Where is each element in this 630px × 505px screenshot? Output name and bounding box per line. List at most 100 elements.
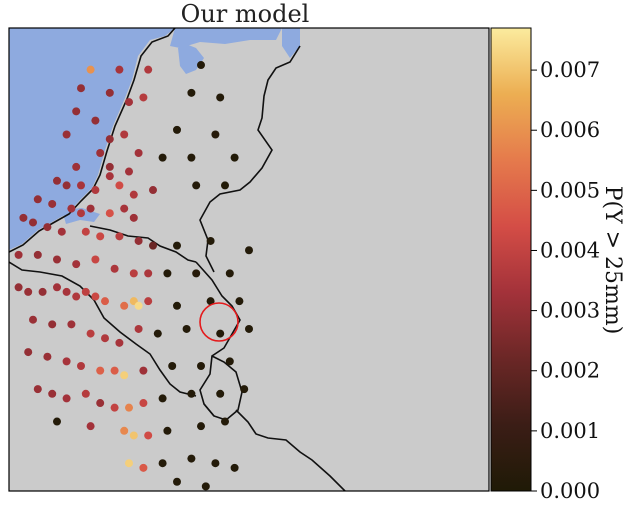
station-point — [110, 403, 119, 412]
station-point — [129, 213, 138, 222]
colorbar-label: P(Y > 25mm) — [600, 186, 625, 335]
station-point — [53, 417, 61, 426]
station-point — [129, 190, 138, 199]
border-lux — [203, 355, 243, 421]
station-point — [77, 209, 85, 218]
colorbar-tick-label: 0.003 — [540, 299, 600, 323]
station-point — [139, 399, 148, 408]
station-point — [105, 88, 114, 97]
station-point — [120, 301, 129, 310]
station-point — [187, 454, 196, 463]
map-frame — [8, 27, 490, 492]
station-point — [173, 125, 181, 134]
station-point — [197, 361, 205, 370]
station-point — [14, 250, 23, 259]
station-point — [158, 394, 167, 403]
station-point — [105, 135, 114, 144]
station-point — [211, 459, 220, 468]
station-point — [168, 361, 177, 370]
station-point — [173, 241, 181, 250]
wadden-islands — [170, 28, 282, 48]
station-point — [163, 426, 172, 435]
station-point — [91, 292, 100, 301]
station-point — [139, 463, 148, 472]
station-point — [115, 65, 124, 74]
station-markers — [14, 61, 253, 491]
station-point — [33, 195, 42, 204]
border-be-de — [195, 261, 241, 417]
station-point — [173, 301, 181, 310]
border-fr-be — [9, 261, 197, 397]
station-point — [33, 250, 42, 259]
station-point — [19, 213, 28, 222]
station-point — [62, 287, 71, 296]
station-point — [62, 130, 71, 139]
station-point — [24, 348, 33, 357]
station-point — [115, 338, 124, 347]
station-point — [14, 283, 23, 292]
station-point — [67, 204, 76, 213]
station-point — [120, 130, 129, 139]
station-point — [225, 269, 234, 278]
station-point — [29, 218, 37, 227]
station-point — [86, 204, 95, 213]
station-point — [144, 65, 153, 74]
colorbar-tick-label: 0.005 — [540, 178, 600, 202]
border-de-fr — [235, 409, 346, 491]
station-point — [125, 459, 133, 468]
station-point — [201, 482, 210, 491]
station-point — [187, 153, 196, 162]
station-point — [134, 236, 143, 245]
station-point — [158, 153, 167, 162]
station-point — [115, 232, 124, 241]
station-point — [125, 167, 133, 176]
station-point — [33, 385, 42, 394]
station-point — [48, 389, 57, 398]
station-point — [53, 283, 61, 292]
station-point — [62, 394, 71, 403]
station-point — [211, 130, 220, 139]
station-point — [230, 153, 239, 162]
colorbar-tick-label: 0.001 — [540, 419, 600, 443]
station-point — [62, 181, 71, 190]
station-point — [173, 477, 181, 486]
station-point — [72, 260, 81, 269]
station-point — [129, 269, 138, 278]
station-point — [120, 426, 129, 435]
station-point — [187, 88, 196, 97]
station-point — [62, 357, 71, 366]
station-point — [101, 334, 109, 343]
station-point — [216, 329, 225, 338]
station-point — [144, 297, 153, 306]
station-point — [86, 422, 95, 431]
station-point — [105, 162, 114, 171]
colorbar-tick-label: 0.002 — [540, 359, 600, 383]
station-point — [48, 199, 57, 208]
colorbar-tick-label: 0.004 — [540, 238, 600, 262]
station-point — [163, 269, 172, 278]
station-point — [86, 65, 95, 74]
station-point — [144, 431, 153, 440]
station-point — [67, 320, 76, 329]
border-nl-de — [199, 45, 301, 273]
station-point — [230, 463, 239, 472]
station-point — [144, 269, 153, 278]
station-point — [149, 186, 157, 195]
station-point — [206, 297, 215, 306]
station-point — [53, 255, 61, 264]
station-point — [197, 422, 205, 431]
station-point — [91, 186, 100, 195]
station-point — [96, 232, 105, 241]
station-point — [86, 329, 95, 338]
station-point — [77, 84, 85, 93]
station-point — [192, 181, 201, 190]
station-point — [91, 255, 100, 264]
station-point — [105, 172, 114, 181]
station-point — [105, 209, 114, 218]
station-point — [29, 315, 37, 324]
station-point — [115, 181, 124, 190]
highlight-circle — [199, 302, 239, 342]
station-point — [139, 93, 148, 102]
station-point — [221, 417, 229, 426]
